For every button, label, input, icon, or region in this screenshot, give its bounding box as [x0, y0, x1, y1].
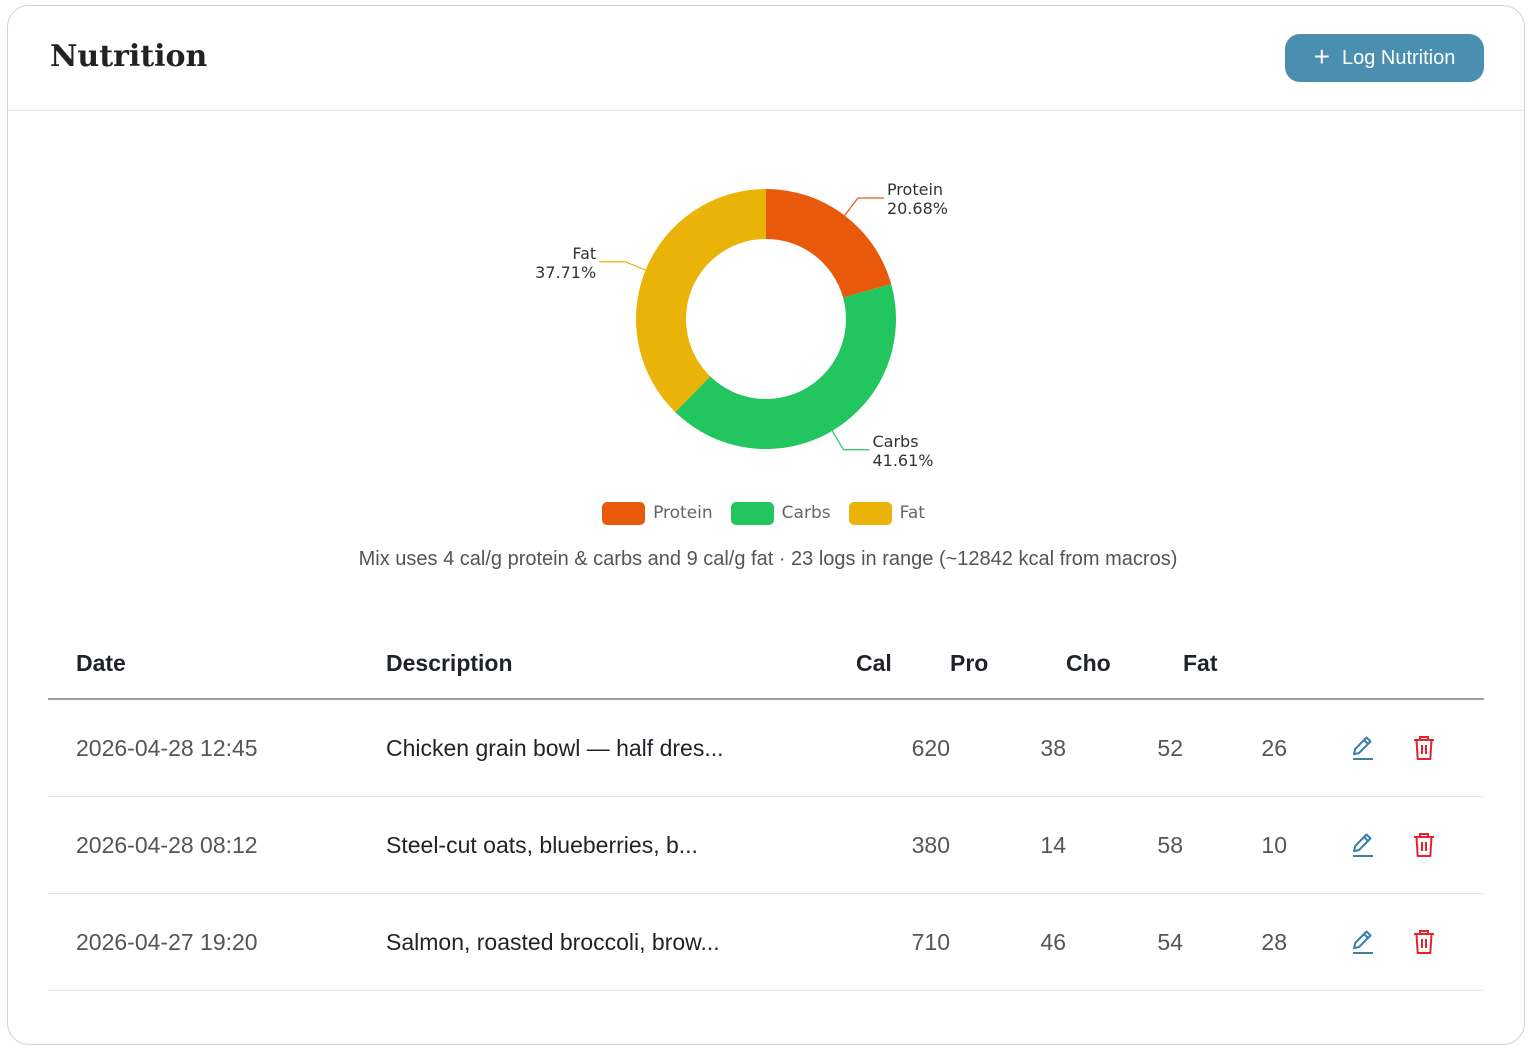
trash-icon	[1414, 736, 1435, 761]
nutrition-log-table: Date Description Cal Pro Cho Fat 2026-04…	[48, 628, 1484, 991]
legend-item-protein[interactable]: Protein	[602, 501, 715, 525]
cell-cho: 52	[1066, 699, 1183, 797]
cell-pro: 46	[950, 893, 1066, 991]
macro-caption: Mix uses 4 cal/g protein & carbs and 9 c…	[358, 548, 1178, 570]
table-row: 2026-04-28 08:12 Steel-cut oats, blueber…	[48, 796, 1484, 894]
cell-actions	[1287, 796, 1484, 894]
col-header-description[interactable]: Description	[386, 628, 856, 700]
log-nutrition-button[interactable]: + Log Nutrition	[1285, 34, 1484, 82]
pencil-icon	[1353, 736, 1373, 761]
table-header-row: Date Description Cal Pro Cho Fat	[48, 628, 1484, 700]
legend-swatch-carbs	[730, 501, 774, 525]
cell-cal: 710	[856, 893, 950, 991]
cell-cho: 58	[1066, 796, 1183, 894]
col-header-pro[interactable]: Pro	[950, 628, 1066, 700]
cell-date: 2026-04-27 19:20	[48, 893, 386, 991]
table-row: 2026-04-27 19:20 Salmon, roasted broccol…	[48, 893, 1484, 991]
legend-label-protein: Protein	[653, 503, 713, 523]
delete-button[interactable]	[1410, 734, 1438, 762]
pencil-icon	[1353, 833, 1373, 858]
col-header-cho[interactable]: Cho	[1066, 628, 1183, 700]
chart-legend: Protein Carbs Fat	[0, 500, 1536, 526]
trash-icon	[1414, 833, 1435, 858]
cell-description: Steel-cut oats, blueberries, b...	[386, 796, 856, 894]
delete-button[interactable]	[1410, 831, 1438, 859]
cell-pro: 14	[950, 796, 1066, 894]
legend-label-fat: Fat	[899, 503, 925, 523]
legend-item-fat[interactable]: Fat	[848, 501, 927, 525]
cell-fat: 26	[1183, 699, 1287, 797]
card-header: Nutrition + Log Nutrition	[8, 6, 1524, 111]
legend-swatch-fat	[848, 501, 892, 525]
edit-button[interactable]	[1349, 831, 1377, 859]
cell-fat: 10	[1183, 796, 1287, 894]
col-header-fat[interactable]: Fat	[1183, 628, 1287, 700]
edit-button[interactable]	[1349, 734, 1377, 762]
cell-date: 2026-04-28 08:12	[48, 796, 386, 894]
col-header-date[interactable]: Date	[48, 628, 386, 700]
plus-icon: +	[1313, 40, 1330, 72]
legend-label-carbs: Carbs	[781, 503, 831, 523]
trash-icon	[1414, 930, 1435, 955]
pencil-icon	[1353, 930, 1373, 955]
cell-actions	[1287, 699, 1484, 797]
cell-cal: 620	[856, 699, 950, 797]
table-row: 2026-04-28 12:45 Chicken grain bowl — ha…	[48, 699, 1484, 797]
cell-description: Salmon, roasted broccoli, brow...	[386, 893, 856, 991]
edit-button[interactable]	[1349, 928, 1377, 956]
legend-item-carbs[interactable]: Carbs	[730, 501, 833, 525]
cell-pro: 38	[950, 699, 1066, 797]
cell-date: 2026-04-28 12:45	[48, 699, 386, 797]
col-header-actions	[1287, 628, 1484, 700]
log-nutrition-label: Log Nutrition	[1341, 46, 1456, 69]
cell-cal: 380	[856, 796, 950, 894]
cell-actions	[1287, 893, 1484, 991]
col-header-cal[interactable]: Cal	[856, 628, 950, 700]
page-title: Nutrition	[50, 39, 208, 74]
cell-fat: 28	[1183, 893, 1287, 991]
cell-description: Chicken grain bowl — half dres...	[386, 699, 856, 797]
cell-cho: 54	[1066, 893, 1183, 991]
delete-button[interactable]	[1410, 928, 1438, 956]
legend-swatch-protein	[602, 501, 646, 525]
